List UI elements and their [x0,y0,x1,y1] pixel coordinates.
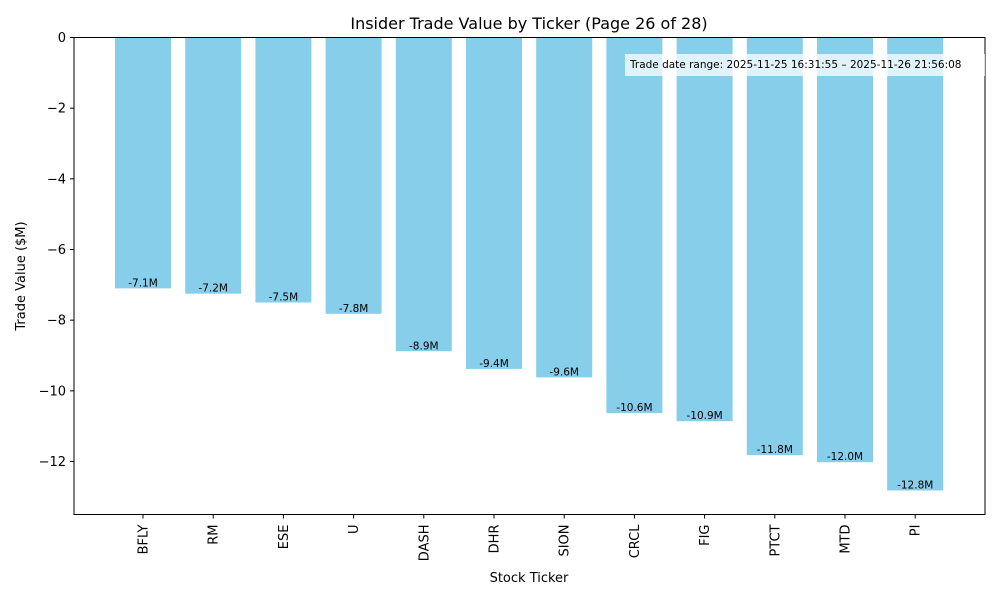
bar-u [325,37,382,314]
note-box [625,54,985,76]
x-tick-label-fig: FIG [698,525,713,546]
bar-dhr [466,37,522,369]
x-tick-label-dash: DASH [417,525,432,562]
x-tick-label-sion: SION [558,525,573,557]
bar-bfly [115,37,171,289]
bar-crcl [606,37,663,414]
y-tick-label: −6 [47,243,66,258]
data-label-dhr: -9.4M [479,358,509,370]
bar-sion [536,37,593,378]
data-label-u: -7.8M [339,303,369,315]
x-tick-label-crcl: CRCL [628,524,643,559]
y-tick-label: −10 [39,384,66,399]
plot-frame [73,37,986,515]
bar-mtd [817,37,873,463]
bar-dash [395,37,452,352]
data-label-pi: -12.8M [897,479,933,491]
x-tick-label-dhr: DHR [488,525,503,554]
data-label-rm: -7.2M [198,283,228,295]
x-axis: BFLY RM ESE U DASH DHR SION CRCL FIG PTCT MTD PI [137,514,924,562]
x-tick-label-ptct: PTCT [768,524,783,556]
data-label-ptct: -11.8M [757,444,793,456]
x-tick-label-bfly: BFLY [137,524,152,554]
x-tick-label-u: U [347,525,362,535]
bars-layer: -7.1M -7.2M -7.5M -7.8M -8.9M -9.4M -9.6M -10.6… [115,37,944,491]
y-axis-label: Trade Value ($M) [14,221,29,331]
bar-ptct [746,37,803,456]
y-axis: 0 −2 −4 −6 −8 −10 −12 [39,31,74,470]
data-label-ese: -7.5M [269,292,299,304]
data-label-fig: -10.9M [686,410,722,422]
data-label-dash: -8.9M [409,340,439,352]
x-tick-label-rm: RM [207,525,222,545]
bar-pi [887,37,944,491]
x-axis-label: Stock Ticker [490,571,569,586]
x-tick-label-mtd: MTD [839,525,854,554]
chart-title: Insider Trade Value by Ticker (Page 26 o… [350,14,707,33]
y-tick-label: −2 [47,102,66,117]
bar-ese [255,37,312,303]
date-range-note: Trade date range: 2025-11-25 16:31:55 – … [625,54,985,76]
y-tick-label: −8 [47,314,66,329]
y-tick-label: 0 [58,31,66,46]
bar-fig [676,37,733,422]
y-tick-label: −4 [47,172,66,187]
data-label-crcl: -10.6M [616,402,652,414]
data-label-sion: -9.6M [549,366,579,378]
x-tick-label-pi: PI [909,525,924,537]
note-text: Trade date range: 2025-11-25 16:31:55 – … [629,59,961,71]
bar-rm [185,37,242,294]
y-tick-label: −12 [39,455,66,470]
data-label-bfly: -7.1M [128,277,158,289]
x-tick-label-ese: ESE [277,525,292,550]
data-label-mtd: -12.0M [827,451,863,463]
